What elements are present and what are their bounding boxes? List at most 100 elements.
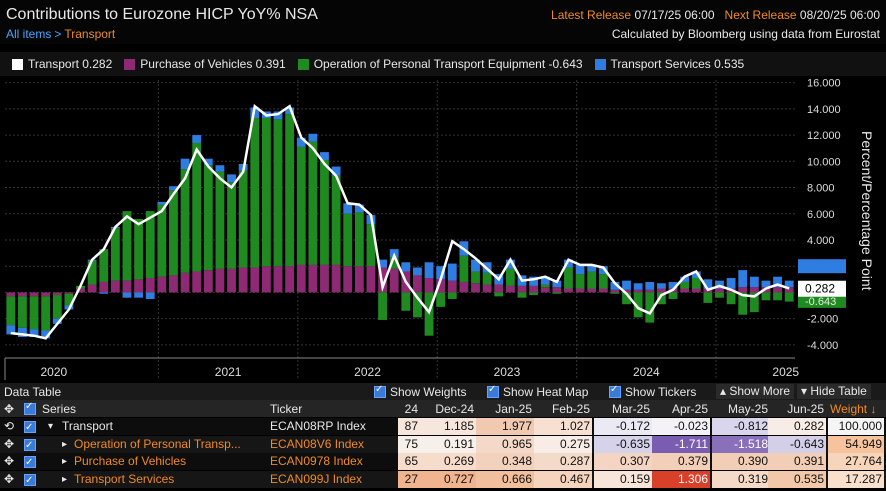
row-checkbox[interactable]	[24, 472, 40, 491]
bar-operation-of-personal-transport-equipment	[41, 296, 51, 331]
bar-operation-of-personal-transport-equipment	[703, 292, 713, 303]
weight-cell: 54.949	[828, 435, 884, 453]
move-icon[interactable]: ✥	[4, 436, 15, 451]
expand-arrow-icon[interactable]: ▸	[62, 438, 68, 450]
page-title: Contributions to Eurozone HICP YoY% NSA	[6, 6, 318, 23]
bar-operation-of-personal-transport-equipment	[715, 292, 724, 298]
breadcrumb-all-items[interactable]: All items	[6, 27, 52, 41]
column-series[interactable]: Series	[42, 402, 77, 416]
bar-operation-of-personal-transport-equipment	[413, 292, 422, 318]
column-weight[interactable]: Weight ↓	[830, 402, 877, 416]
bar-purchase-of-vehicles	[773, 287, 782, 293]
column-month[interactable]: Apr-25	[671, 402, 708, 416]
series-name[interactable]: Transport Services	[74, 471, 175, 486]
expand-arrow-icon[interactable]: ▸	[62, 456, 68, 467]
y-tick-label: 12.000	[807, 130, 841, 142]
bar-purchase-of-vehicles	[145, 278, 155, 293]
show-more-button[interactable]: ▴ Show More	[716, 384, 795, 399]
table-row[interactable]: ✥ ▸ Operation of Personal Transp... ECAN08V…	[0, 435, 886, 456]
last-value-marker	[798, 280, 846, 297]
bar-purchase-of-vehicles	[575, 288, 585, 293]
row-checkbox[interactable]	[24, 454, 40, 473]
value-marker-label: 0.391	[805, 261, 833, 273]
bar-purchase-of-vehicles	[540, 287, 550, 293]
series-name[interactable]: Transport	[62, 419, 113, 433]
show-tickers-option[interactable]: Show Tickers	[609, 384, 696, 399]
legend-item[interactable]: Purchase of Vehicles 0.391	[124, 57, 286, 71]
legend-item[interactable]: Operation of Personal Transport Equipmen…	[297, 57, 583, 71]
bar-operation-of-personal-transport-equipment	[296, 146, 306, 265]
bar-operation-of-personal-transport-equipment	[308, 141, 318, 265]
bar-transport-services	[169, 186, 178, 191]
column-month[interactable]: Jun-25	[787, 402, 824, 416]
legend-item[interactable]: Transport 0.282	[12, 57, 112, 71]
bar-transport-services	[296, 137, 306, 147]
value-marker-label: -0.643	[805, 296, 836, 308]
column-month[interactable]: Mar-25	[611, 402, 650, 416]
column-month[interactable]: Dec-24	[435, 402, 474, 416]
transport-line	[10, 103, 790, 340]
bar-transport-services	[622, 280, 631, 290]
bar-purchase-of-vehicles	[366, 266, 376, 293]
column-month[interactable]: Jan-25	[495, 402, 532, 416]
column-month[interactable]: May-25	[727, 402, 768, 416]
row-checkbox[interactable]	[24, 419, 40, 438]
bar-purchase-of-vehicles	[633, 289, 643, 293]
bar-purchase-of-vehicles	[180, 272, 190, 293]
move-icon[interactable]: ✥	[4, 454, 15, 468]
move-icon[interactable]: ✥	[4, 471, 15, 486]
column-month[interactable]: Feb-25	[551, 402, 590, 416]
bar-transport-services	[180, 158, 190, 170]
show-heat-map-option[interactable]: Show Heat Map	[487, 384, 588, 399]
bar-purchase-of-vehicles	[482, 284, 492, 293]
hide-table-button[interactable]: ▾ Hide Table	[797, 384, 871, 399]
legend-label: Operation of Personal Transport Equipmen…	[313, 57, 583, 71]
select-all-checkbox[interactable]	[24, 401, 40, 418]
bar-purchase-of-vehicles	[331, 264, 341, 293]
show-weights-option[interactable]: Show Weights	[374, 384, 466, 399]
column-ticker[interactable]: Ticker	[270, 402, 303, 416]
series-name[interactable]: Purchase of Vehicles	[74, 454, 187, 468]
y-tick-label: -2.000	[807, 314, 838, 326]
table-row[interactable]: ⟲ ▾ Transport ECAN08RP Index 871.1851.9771.0…	[0, 418, 886, 438]
bar-operation-of-personal-transport-equipment	[494, 292, 504, 297]
move-all-icon[interactable]: ✥	[4, 402, 15, 416]
bar-purchase-of-vehicles	[134, 279, 144, 293]
table-cell: 0.390	[712, 453, 770, 470]
y-tick-label: 14.000	[807, 104, 841, 116]
breadcrumb-transport[interactable]: Transport	[64, 27, 116, 41]
bar-transport-services	[6, 325, 16, 335]
bar-purchase-of-vehicles	[18, 292, 27, 297]
table-row[interactable]: ✥ ▸ Transport Services ECAN099J Index 270.72…	[0, 470, 886, 491]
checkbox-icon[interactable]	[487, 384, 499, 398]
y-tick-label: 4.000	[807, 235, 835, 247]
reset-icon[interactable]: ⟲	[4, 419, 15, 433]
collapse-arrow-icon[interactable]: ▾	[48, 421, 54, 432]
checkbox-icon[interactable]	[374, 384, 386, 398]
checkbox-icon[interactable]	[609, 384, 621, 398]
column-month[interactable]: 24	[404, 402, 418, 416]
bar-operation-of-personal-transport-equipment	[656, 292, 666, 305]
legend-item[interactable]: Transport Services 0.535	[594, 57, 744, 71]
bar-purchase-of-vehicles	[715, 288, 724, 293]
expand-arrow-icon[interactable]: ▸	[62, 473, 68, 485]
bar-transport-services	[29, 329, 39, 338]
table-cell: 0.191	[418, 435, 476, 453]
bar-purchase-of-vehicles	[413, 275, 422, 293]
latest-release-label: Latest Release	[551, 8, 632, 22]
bar-operation-of-personal-transport-equipment	[471, 271, 480, 284]
bar-transport-services	[273, 111, 283, 120]
series-name[interactable]: Operation of Personal Transp...	[74, 436, 241, 451]
table-cell: 0.348	[476, 453, 534, 470]
row-checkbox[interactable]	[24, 437, 40, 456]
legend-label: Transport 0.282	[28, 57, 113, 71]
table-cell: 0.535	[768, 470, 826, 488]
bar-purchase-of-vehicles	[122, 280, 132, 293]
bar-operation-of-personal-transport-equipment	[99, 249, 109, 282]
bar-operation-of-personal-transport-equipment	[18, 296, 27, 328]
bar-operation-of-personal-transport-equipment	[215, 171, 225, 269]
bar-purchase-of-vehicles	[354, 266, 364, 293]
bar-transport-services	[192, 135, 202, 143]
last-value-label: 0.282	[805, 282, 835, 296]
